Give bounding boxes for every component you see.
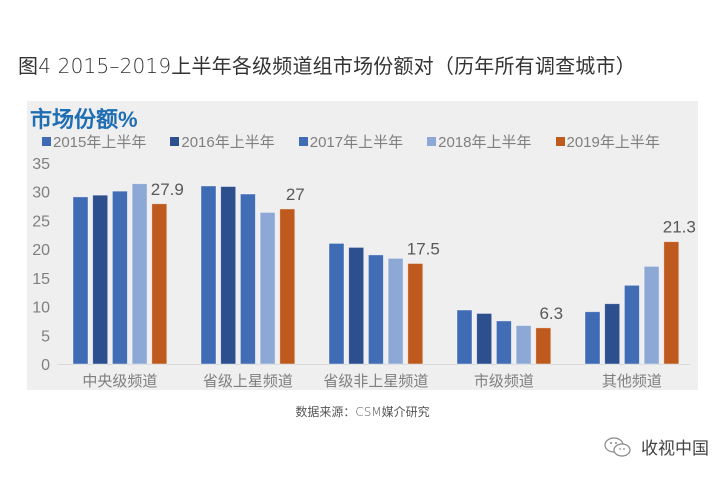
bar — [584, 311, 601, 365]
legend-item: 2017年上半年 — [298, 131, 404, 152]
bar — [495, 320, 512, 365]
y-tick-label: 15 — [32, 271, 50, 288]
figure-title: 图4 2015–2019上半年各级频道组市场份额对（历年所有调查城市） — [18, 54, 636, 78]
data-label: 6.3 — [539, 304, 563, 323]
source-note: 数据来源：CSM媒介研究 — [295, 405, 430, 419]
data-label: 27.9 — [151, 180, 184, 199]
bar — [367, 254, 384, 365]
legend-swatch — [170, 137, 180, 146]
y-tick-label: 30 — [32, 185, 50, 202]
legend-swatch — [427, 137, 437, 146]
bar — [72, 196, 89, 365]
bar — [535, 327, 552, 365]
bar — [220, 186, 237, 365]
legend-label: 2017年上半年 — [309, 134, 404, 151]
y-tick-label: 10 — [32, 300, 50, 317]
bar — [387, 257, 404, 365]
wechat-icon — [604, 436, 631, 457]
bar — [663, 241, 680, 365]
watermark-text: 收视中国 — [641, 439, 709, 459]
data-label: 17.5 — [407, 240, 440, 259]
legend-swatch — [555, 137, 565, 146]
legend-label: 2018年上半年 — [438, 134, 532, 151]
legend-item: 2019年上半年 — [555, 131, 660, 152]
bar — [151, 203, 168, 365]
x-tick-label: 市级频道 — [474, 372, 534, 390]
bar — [643, 265, 660, 365]
data-label: 27 — [286, 185, 305, 204]
legend-item: 2016年上半年 — [170, 131, 275, 152]
bar — [456, 309, 473, 365]
legend-item: 2015年上半年 — [42, 131, 146, 152]
bar — [348, 247, 365, 365]
y-tick-label: 0 — [41, 357, 50, 374]
x-tick-label: 中央级频道 — [82, 372, 157, 390]
legend-item: 2018年上半年 — [427, 131, 532, 152]
bar — [476, 313, 493, 365]
y-tick-label: 20 — [32, 242, 50, 259]
bar — [328, 242, 345, 365]
bar — [239, 193, 256, 365]
chart-legend: 2015年上半年 2016年上半年 2017年上半年 2018年上半年 2019年上半年 — [42, 131, 660, 152]
legend-swatch — [42, 137, 51, 146]
x-tick-label: 其他频道 — [602, 372, 662, 390]
bar — [515, 325, 532, 365]
y-tick-label: 25 — [32, 213, 50, 230]
y-tick-label: 35 — [32, 156, 50, 173]
bar — [131, 183, 148, 365]
bar — [407, 263, 424, 365]
bar — [112, 190, 128, 365]
legend-swatch — [298, 137, 308, 146]
chart-title: 市场份额% — [30, 107, 138, 132]
legend-label: 2019年上半年 — [566, 134, 660, 151]
x-tick-label: 省级上星频道 — [203, 372, 293, 390]
bar — [624, 284, 640, 365]
bar — [259, 211, 276, 365]
legend-label: 2015年上半年 — [53, 134, 147, 151]
bar — [604, 303, 621, 365]
legend-label: 2016年上半年 — [181, 134, 275, 151]
bar — [279, 208, 296, 365]
y-tick-label: 5 — [41, 328, 50, 345]
watermark: 收视中国 — [603, 434, 709, 459]
x-tick-label: 省级非上星频道 — [323, 372, 428, 390]
bar — [92, 194, 109, 365]
data-label: 21.3 — [663, 218, 696, 237]
bar — [200, 185, 217, 365]
